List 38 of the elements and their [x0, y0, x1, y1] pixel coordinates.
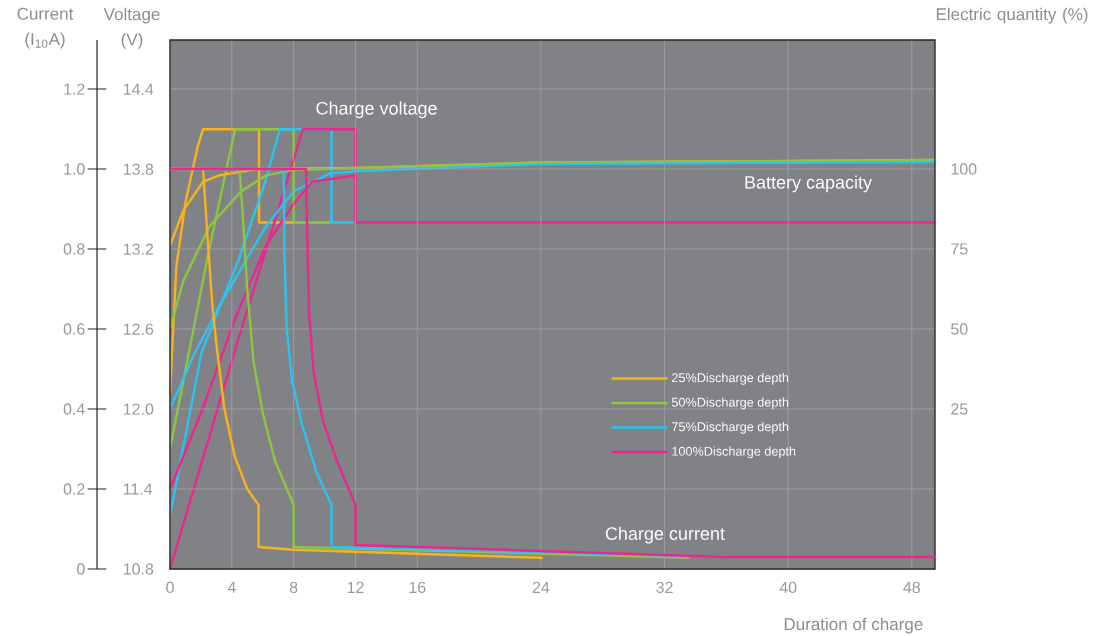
legend-label: 100%Discharge depth	[672, 446, 796, 459]
x-tick-label: 12	[347, 581, 364, 593]
y-tick-label: 0.6	[63, 323, 85, 335]
legend-label: 25%Discharge depth	[672, 372, 789, 385]
y2-tick-label: 12.0	[123, 403, 154, 415]
y3-tick-label: 75	[951, 243, 968, 255]
y3-tick-label: 25	[951, 403, 968, 415]
annotation: Charge voltage	[316, 101, 437, 119]
x-tick-label: 16	[409, 581, 426, 594]
y3-axis-title: Electric quantity (%)	[936, 7, 1088, 24]
x-tick-label: 40	[779, 581, 797, 594]
y2-tick-label: 10.8	[123, 563, 154, 575]
legend-label: 50%Discharge depth	[671, 397, 789, 410]
x-tick-label: 4	[227, 581, 236, 593]
y-tick-label: 0.4	[63, 403, 85, 415]
x-axis-title: Duration of charge	[784, 617, 923, 634]
legend-label: 75%Discharge depth	[672, 421, 789, 434]
y-tick-label: 0.2	[63, 483, 85, 495]
y-tick-label: 1.2	[64, 83, 85, 95]
y-tick-label: 1.0	[64, 163, 85, 175]
x-tick-label: 0	[166, 581, 174, 594]
x-tick-label: 32	[656, 581, 673, 594]
y2-axis-title: Voltage (V)	[103, 7, 160, 49]
y2-tick-label: 13.8	[123, 163, 154, 175]
y2-tick-label: 12.6	[123, 323, 154, 335]
y2-tick-label: 14.4	[123, 83, 154, 95]
x-tick-label: 48	[903, 581, 921, 594]
y-tick-label: 0	[77, 563, 85, 575]
y-tick-label: 0.8	[63, 243, 85, 255]
y2-tick-label: 11.4	[123, 483, 153, 495]
y3-tick-label: 50	[951, 323, 968, 335]
y3-tick-label: 100	[951, 163, 977, 175]
x-tick-label: 24	[532, 581, 550, 593]
annotation: Battery capacity	[745, 175, 872, 193]
annotation: Charge current	[605, 526, 725, 544]
x-tick-label: 8	[289, 581, 298, 594]
y2-tick-label: 13.2	[123, 243, 154, 255]
y-axis-title: Current (I$_{10}$A)	[17, 7, 74, 49]
